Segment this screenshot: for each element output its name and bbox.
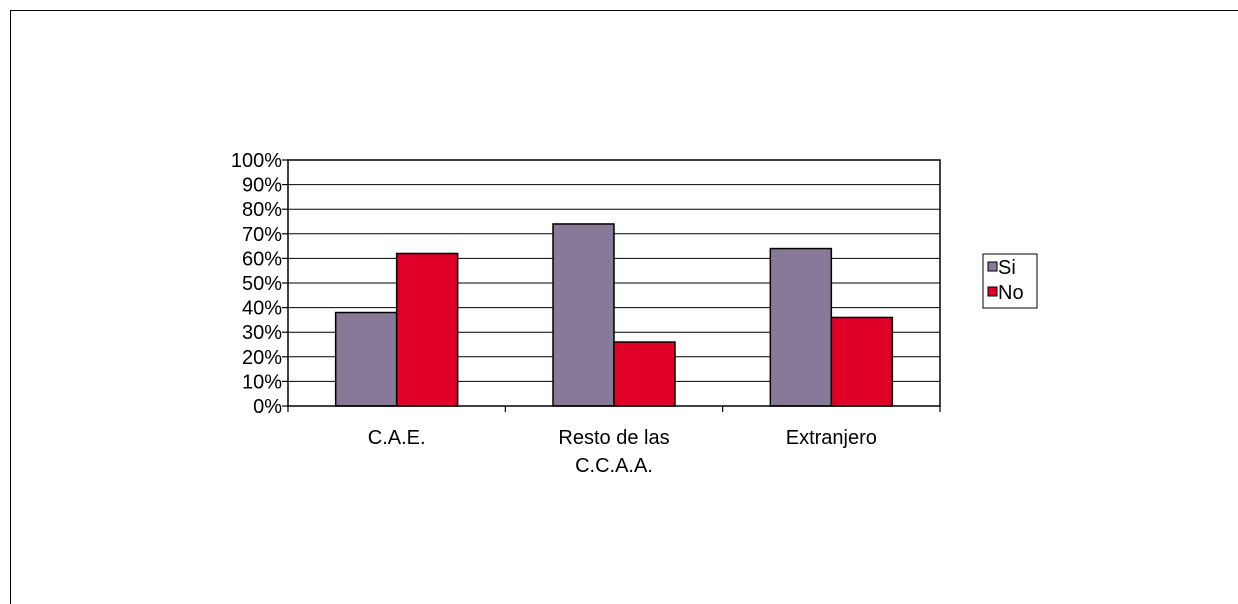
y-tick-label: 40% <box>242 298 282 320</box>
y-tick-label: 60% <box>242 248 282 270</box>
bar-si-2 <box>769 247 833 407</box>
legend-label-no: No <box>998 282 1024 304</box>
y-axis-ticks: 0% 10%20% 30%40% 50% 60%70% 80%90% 100% <box>231 150 288 418</box>
bar-no-2 <box>830 316 894 407</box>
y-tick-label: 30% <box>242 322 282 344</box>
legend-swatch-si <box>987 261 998 272</box>
y-tick-label: 70% <box>242 224 282 246</box>
bars <box>334 223 894 407</box>
legend: Si No <box>982 253 1038 309</box>
legend-swatch-no <box>987 286 998 297</box>
bar-si-1 <box>552 223 615 407</box>
x-axis-labels: C.A.E. Resto de las C.C.A.A. Extranjero <box>287 406 941 477</box>
y-tick-label: 10% <box>242 371 282 393</box>
bar-no-0 <box>395 252 459 407</box>
x-category-label: C.A.E. <box>368 427 426 449</box>
bar-si-0 <box>334 311 398 407</box>
y-tick-label: 100% <box>231 150 282 172</box>
legend-label-si: Si <box>998 257 1016 279</box>
y-tick-label: 20% <box>242 347 282 369</box>
x-category-label: Resto de las <box>558 427 669 449</box>
y-tick-label: 50% <box>242 273 282 295</box>
y-tick-label: 0% <box>253 396 282 418</box>
chart-frame <box>10 10 1238 604</box>
x-category-label: C.C.A.A. <box>575 455 653 477</box>
y-tick-label: 90% <box>242 175 282 197</box>
y-tick-label: 80% <box>242 199 282 221</box>
bar-no-1 <box>613 341 676 407</box>
x-category-label: Extranjero <box>786 427 877 449</box>
